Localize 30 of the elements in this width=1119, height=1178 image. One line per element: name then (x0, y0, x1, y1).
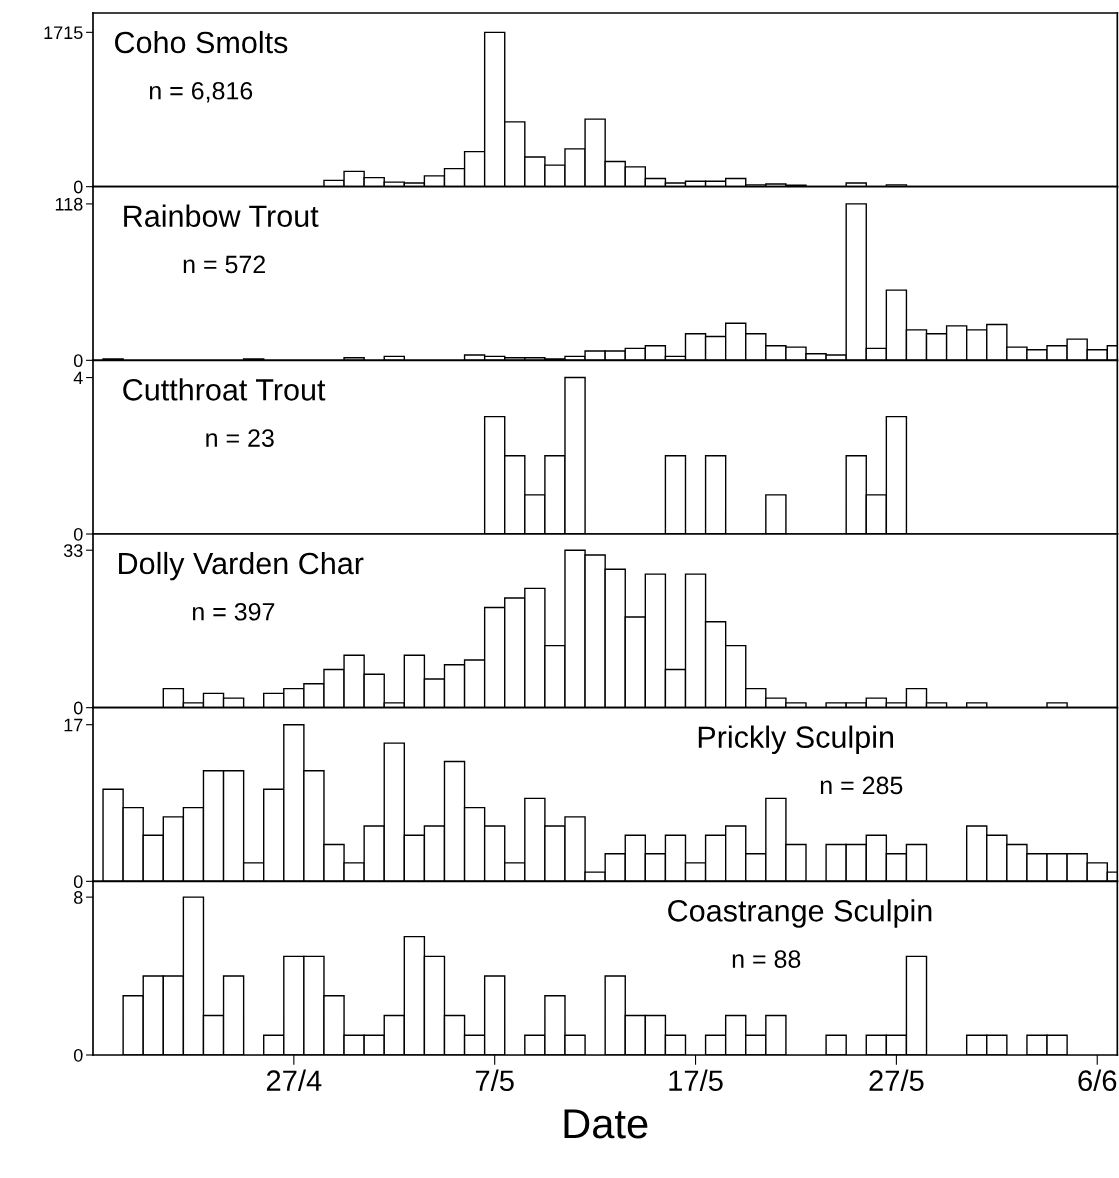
x-tick-label: 7/5 (475, 1069, 514, 1092)
chart-title: Coho Smolts (115, 30, 288, 54)
x-tick-label: 27/4 (266, 1069, 322, 1092)
y-tick-label: 0 (73, 701, 83, 715)
y-tick-label: 118 (55, 197, 83, 211)
y-tick-label: 33 (63, 544, 83, 557)
y-tick-label: 0 (73, 354, 83, 368)
y-tick-label: 0 (73, 527, 83, 541)
chart-title: Cutthroat Trout (123, 378, 326, 401)
y-tick-label: 4 (73, 371, 83, 385)
x-tick-label: 27/5 (869, 1069, 924, 1092)
text: Coastrange Sculpin (668, 899, 932, 928)
text: Dolly Varden Char (119, 551, 364, 581)
x-tick-label: 6/6 (1078, 1069, 1117, 1092)
annotation: n = 285 (820, 776, 903, 795)
y-tick-label: 0 (73, 180, 83, 194)
chart-title: Rainbow Trout (124, 204, 319, 227)
y-tick-label: 8 (74, 891, 83, 904)
annotation: n = 6,816 (149, 81, 253, 103)
text: Prickly Sculpin (698, 725, 894, 755)
y-tick-label: 0 (73, 1048, 83, 1062)
annotation: n = 88 (732, 950, 801, 968)
y-tick-label: 1715 (44, 26, 83, 40)
x-axis-title: Date (564, 1109, 648, 1139)
y-tick-label: 17 (64, 718, 83, 732)
annotation: n = 397 (193, 602, 275, 621)
annotation: n = 23 (206, 429, 274, 447)
x-tick-label: 17/5 (669, 1069, 723, 1092)
annotation: n = 572 (183, 255, 265, 274)
y-tick-label: 0 (73, 875, 83, 889)
